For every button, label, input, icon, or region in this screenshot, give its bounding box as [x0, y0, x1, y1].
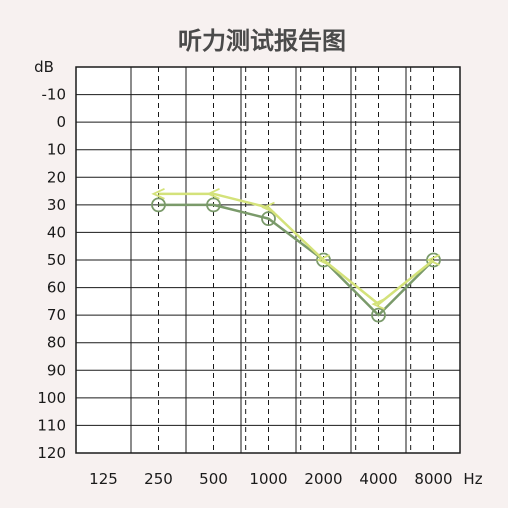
- x-tick-label: 1000: [249, 470, 287, 488]
- x-tick-label: 8000: [414, 470, 452, 488]
- x-tick-label: 125: [89, 470, 118, 488]
- x-tick-label: 500: [199, 470, 228, 488]
- y-tick-label: 20: [47, 168, 66, 186]
- y-tick-label: 80: [47, 334, 66, 352]
- data-point-angle: [316, 254, 330, 266]
- data-point-circle: [206, 197, 221, 213]
- y-tick-label: 120: [37, 444, 66, 462]
- series-layer: [151, 188, 441, 323]
- x-axis-unit: Hz: [463, 470, 482, 488]
- y-tick-label: 90: [47, 361, 66, 379]
- x-tick-labels: 125 250 500 1000 2000 4000 8000: [89, 470, 452, 488]
- chart-title: 听力测试报告图: [178, 27, 346, 55]
- x-tick-label: 250: [144, 470, 173, 488]
- y-tick-label: 0: [56, 113, 66, 131]
- data-point-circle: [151, 197, 166, 213]
- series-line-1: [158, 203, 435, 317]
- y-tick-label: 110: [37, 416, 66, 434]
- data-point-circle: [371, 307, 386, 323]
- y-axis-unit: dB: [34, 58, 54, 76]
- y-tick-label: 50: [47, 251, 66, 269]
- y-tick-label: 40: [47, 223, 66, 241]
- y-tick-label: 70: [47, 306, 66, 324]
- data-point-circle: [261, 211, 276, 227]
- y-tick-label: 100: [37, 389, 66, 407]
- data-point-angle: [261, 201, 275, 214]
- grid: [75, 66, 461, 454]
- data-point-angle: [151, 188, 165, 200]
- data-point-angle: [426, 254, 440, 266]
- y-tick-labels: -10 0 10 20 30 40 50 60 70 80 90 100 110 120: [37, 86, 66, 462]
- x-tick-label: 4000: [359, 470, 397, 488]
- y-tick-label: 30: [47, 196, 66, 214]
- data-point-angle: [206, 188, 220, 200]
- data-point-angle: [371, 298, 385, 310]
- y-tick-label: -10: [42, 86, 67, 104]
- y-tick-label: 10: [47, 141, 66, 159]
- series-line-2: [158, 192, 435, 306]
- x-tick-label: 2000: [304, 470, 342, 488]
- y-tick-label: 60: [47, 279, 66, 297]
